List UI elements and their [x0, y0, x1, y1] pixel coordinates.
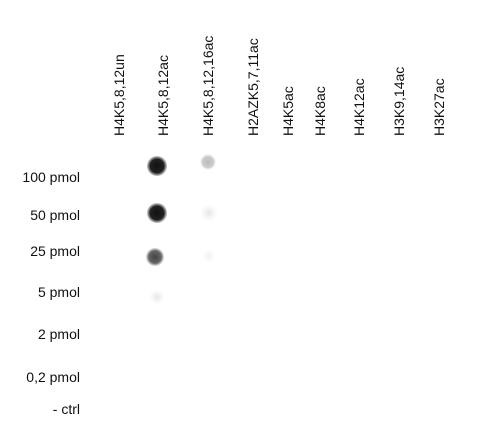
dots — [146, 154, 217, 304]
row-label: 0,2 pmol — [26, 369, 80, 385]
column-label: H4K5,8,12,16ac — [200, 36, 216, 136]
column-label: H3K27ac — [431, 78, 447, 136]
row-label: 100 pmol — [22, 169, 80, 185]
column-label: H3K9,14ac — [391, 67, 407, 136]
column-label: H4K5ac — [280, 86, 296, 136]
dot — [200, 154, 216, 170]
dot — [150, 290, 164, 304]
column-label: H4K5,8,12un — [111, 54, 127, 136]
dot — [203, 250, 215, 262]
row-label: 50 pmol — [30, 207, 80, 223]
dot — [201, 205, 217, 221]
column-label: H4K8ac — [312, 86, 328, 136]
row-label: 25 pmol — [30, 243, 80, 259]
column-label: H2AZK5,7,11ac — [245, 38, 261, 136]
dot — [147, 203, 167, 223]
dot — [147, 156, 167, 176]
dot — [146, 248, 164, 266]
row-label: - ctrl — [53, 401, 80, 417]
row-label: 5 pmol — [38, 284, 80, 300]
row-label: 2 pmol — [38, 326, 80, 342]
column-label: H4K12ac — [351, 78, 367, 136]
column-label: H4K5,8,12ac — [155, 55, 171, 136]
